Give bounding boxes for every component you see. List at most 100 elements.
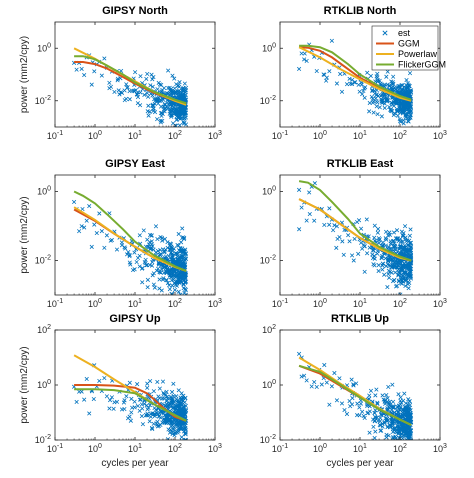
est-marker (401, 121, 406, 126)
est-marker (398, 405, 403, 411)
est-marker (151, 389, 156, 394)
x-tick-label: 102 (168, 298, 182, 309)
series-line-powerlaw (298, 46, 412, 102)
est-marker (168, 109, 173, 114)
est-marker (408, 105, 413, 110)
est-marker (172, 86, 177, 91)
est-marker (357, 405, 362, 410)
est-marker (400, 234, 406, 239)
x-tick-label: 102 (393, 443, 407, 454)
est-marker (404, 77, 409, 83)
est-marker (77, 229, 82, 234)
est-marker (407, 460, 411, 464)
est-marker (115, 78, 120, 83)
est-marker (390, 382, 395, 387)
est-marker (144, 403, 149, 408)
est-marker (390, 265, 395, 270)
est-marker (181, 86, 186, 91)
est-marker (372, 435, 377, 440)
est-marker (126, 249, 131, 255)
est-marker (398, 395, 403, 400)
est-marker (169, 114, 174, 119)
est-marker (387, 275, 392, 280)
est-marker (408, 447, 412, 451)
x-tick-label: 101 (353, 443, 367, 454)
y-tick-label: 100 (262, 42, 276, 53)
est-marker (408, 419, 414, 425)
est-marker (168, 394, 174, 399)
x-tick-label: 103 (433, 443, 447, 454)
est-marker (92, 69, 97, 74)
est-marker (179, 253, 184, 258)
est-marker (176, 231, 181, 237)
x-tick-label: 101 (128, 443, 142, 454)
est-marker (380, 97, 385, 102)
est-marker (168, 110, 173, 115)
est-marker (391, 399, 396, 404)
est-marker (400, 107, 405, 112)
series-line-flickerggm (74, 55, 187, 105)
est-marker (390, 95, 395, 100)
est-marker (156, 101, 161, 106)
est-marker (145, 71, 150, 77)
est-marker (135, 382, 140, 387)
est-marker (398, 243, 403, 248)
axes-box (54, 21, 216, 128)
est-marker (351, 382, 356, 387)
est-marker (179, 249, 184, 254)
est-marker (399, 272, 404, 277)
est-marker (107, 80, 112, 85)
est-marker (176, 248, 182, 253)
est-marker (389, 87, 394, 92)
est-marker (107, 406, 112, 411)
est-marker (399, 281, 404, 286)
est-marker (104, 233, 109, 238)
est-marker (111, 406, 116, 411)
est-marker (84, 218, 89, 223)
est-marker (398, 277, 404, 282)
est-marker (391, 244, 396, 249)
est-marker (155, 87, 160, 92)
est-marker (400, 88, 405, 93)
est-marker (337, 376, 342, 381)
est-marker (134, 92, 139, 97)
est-marker (171, 246, 177, 251)
est-marker (169, 389, 175, 395)
est-marker (139, 266, 145, 271)
est-marker (144, 413, 149, 418)
est-marker (156, 80, 161, 85)
est-marker (354, 381, 359, 386)
est-marker (152, 285, 157, 290)
est-marker (367, 430, 372, 435)
est-marker (348, 404, 353, 409)
est-marker (170, 405, 176, 410)
est-marker (99, 229, 104, 234)
est-marker (409, 88, 414, 93)
y-tick-label: 100 (262, 185, 276, 196)
est-marker (148, 232, 153, 238)
est-scatter (297, 38, 414, 126)
est-marker (363, 85, 368, 90)
est-marker (362, 244, 367, 249)
est-marker (158, 247, 163, 253)
panel-gipsy-east: GIPSY East 10-1 100 101 102 103 10-2 100 power (… (19, 158, 222, 309)
est-marker (406, 286, 411, 291)
est-marker (150, 103, 155, 108)
est-marker (155, 98, 160, 103)
est-marker (392, 111, 397, 116)
est-marker (171, 273, 176, 278)
est-marker (157, 277, 162, 282)
y-tick-label: 10-2 (35, 95, 51, 106)
est-marker (405, 402, 411, 407)
est-marker (151, 282, 156, 287)
est-marker (158, 410, 163, 415)
est-marker (331, 228, 336, 233)
est-marker (162, 270, 167, 275)
est-marker (396, 272, 401, 277)
est-marker (174, 117, 179, 123)
est-marker (350, 77, 355, 82)
est-marker (163, 106, 168, 111)
est-marker (157, 414, 162, 419)
est-marker (408, 244, 413, 249)
est-marker (302, 51, 307, 56)
